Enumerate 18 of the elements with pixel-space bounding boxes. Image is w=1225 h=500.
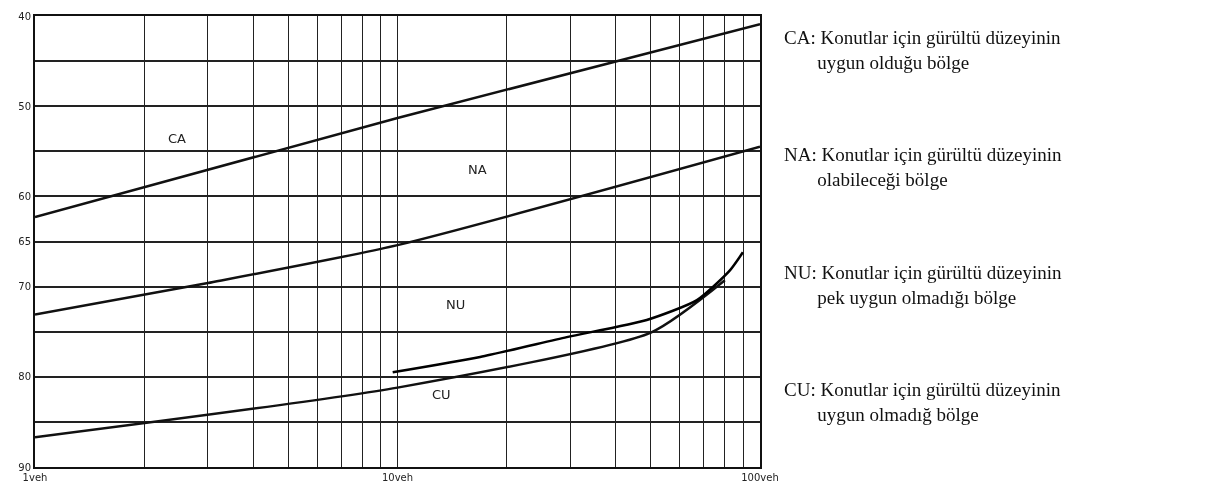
y-tick-label: 40 [18, 10, 31, 22]
x-tick-label: 10veh [381, 472, 414, 483]
x-tick-label: 1veh [22, 472, 48, 483]
annotation: CA [168, 131, 187, 146]
annotation: NU [446, 297, 466, 312]
y-tick-label: 90 [18, 461, 31, 473]
y-tick-label: 70 [18, 281, 31, 293]
y-tick-label: 60 [18, 190, 31, 202]
text: NA: Konutlar için gürültü düzeyinin olabileceği bölge [784, 144, 1063, 190]
annotation: CU [432, 387, 451, 402]
text: CA: Konutlar için gürültü düzeyinin uygun olduğu bölge [784, 27, 1062, 73]
y-tick-label: 65 [18, 236, 31, 247]
text: CU: Konutlar için gürültü düzeyinin uygun olmadığ bölge [784, 379, 1062, 425]
text: NU: Konutlar için gürültü düzeyinin pek uygun olmadığı bölge [784, 262, 1063, 308]
x-tick-label: 100veh [741, 472, 779, 483]
y-tick-label: 80 [18, 371, 31, 383]
y-tick-label: 50 [18, 100, 31, 112]
annotation: NA [468, 162, 487, 177]
